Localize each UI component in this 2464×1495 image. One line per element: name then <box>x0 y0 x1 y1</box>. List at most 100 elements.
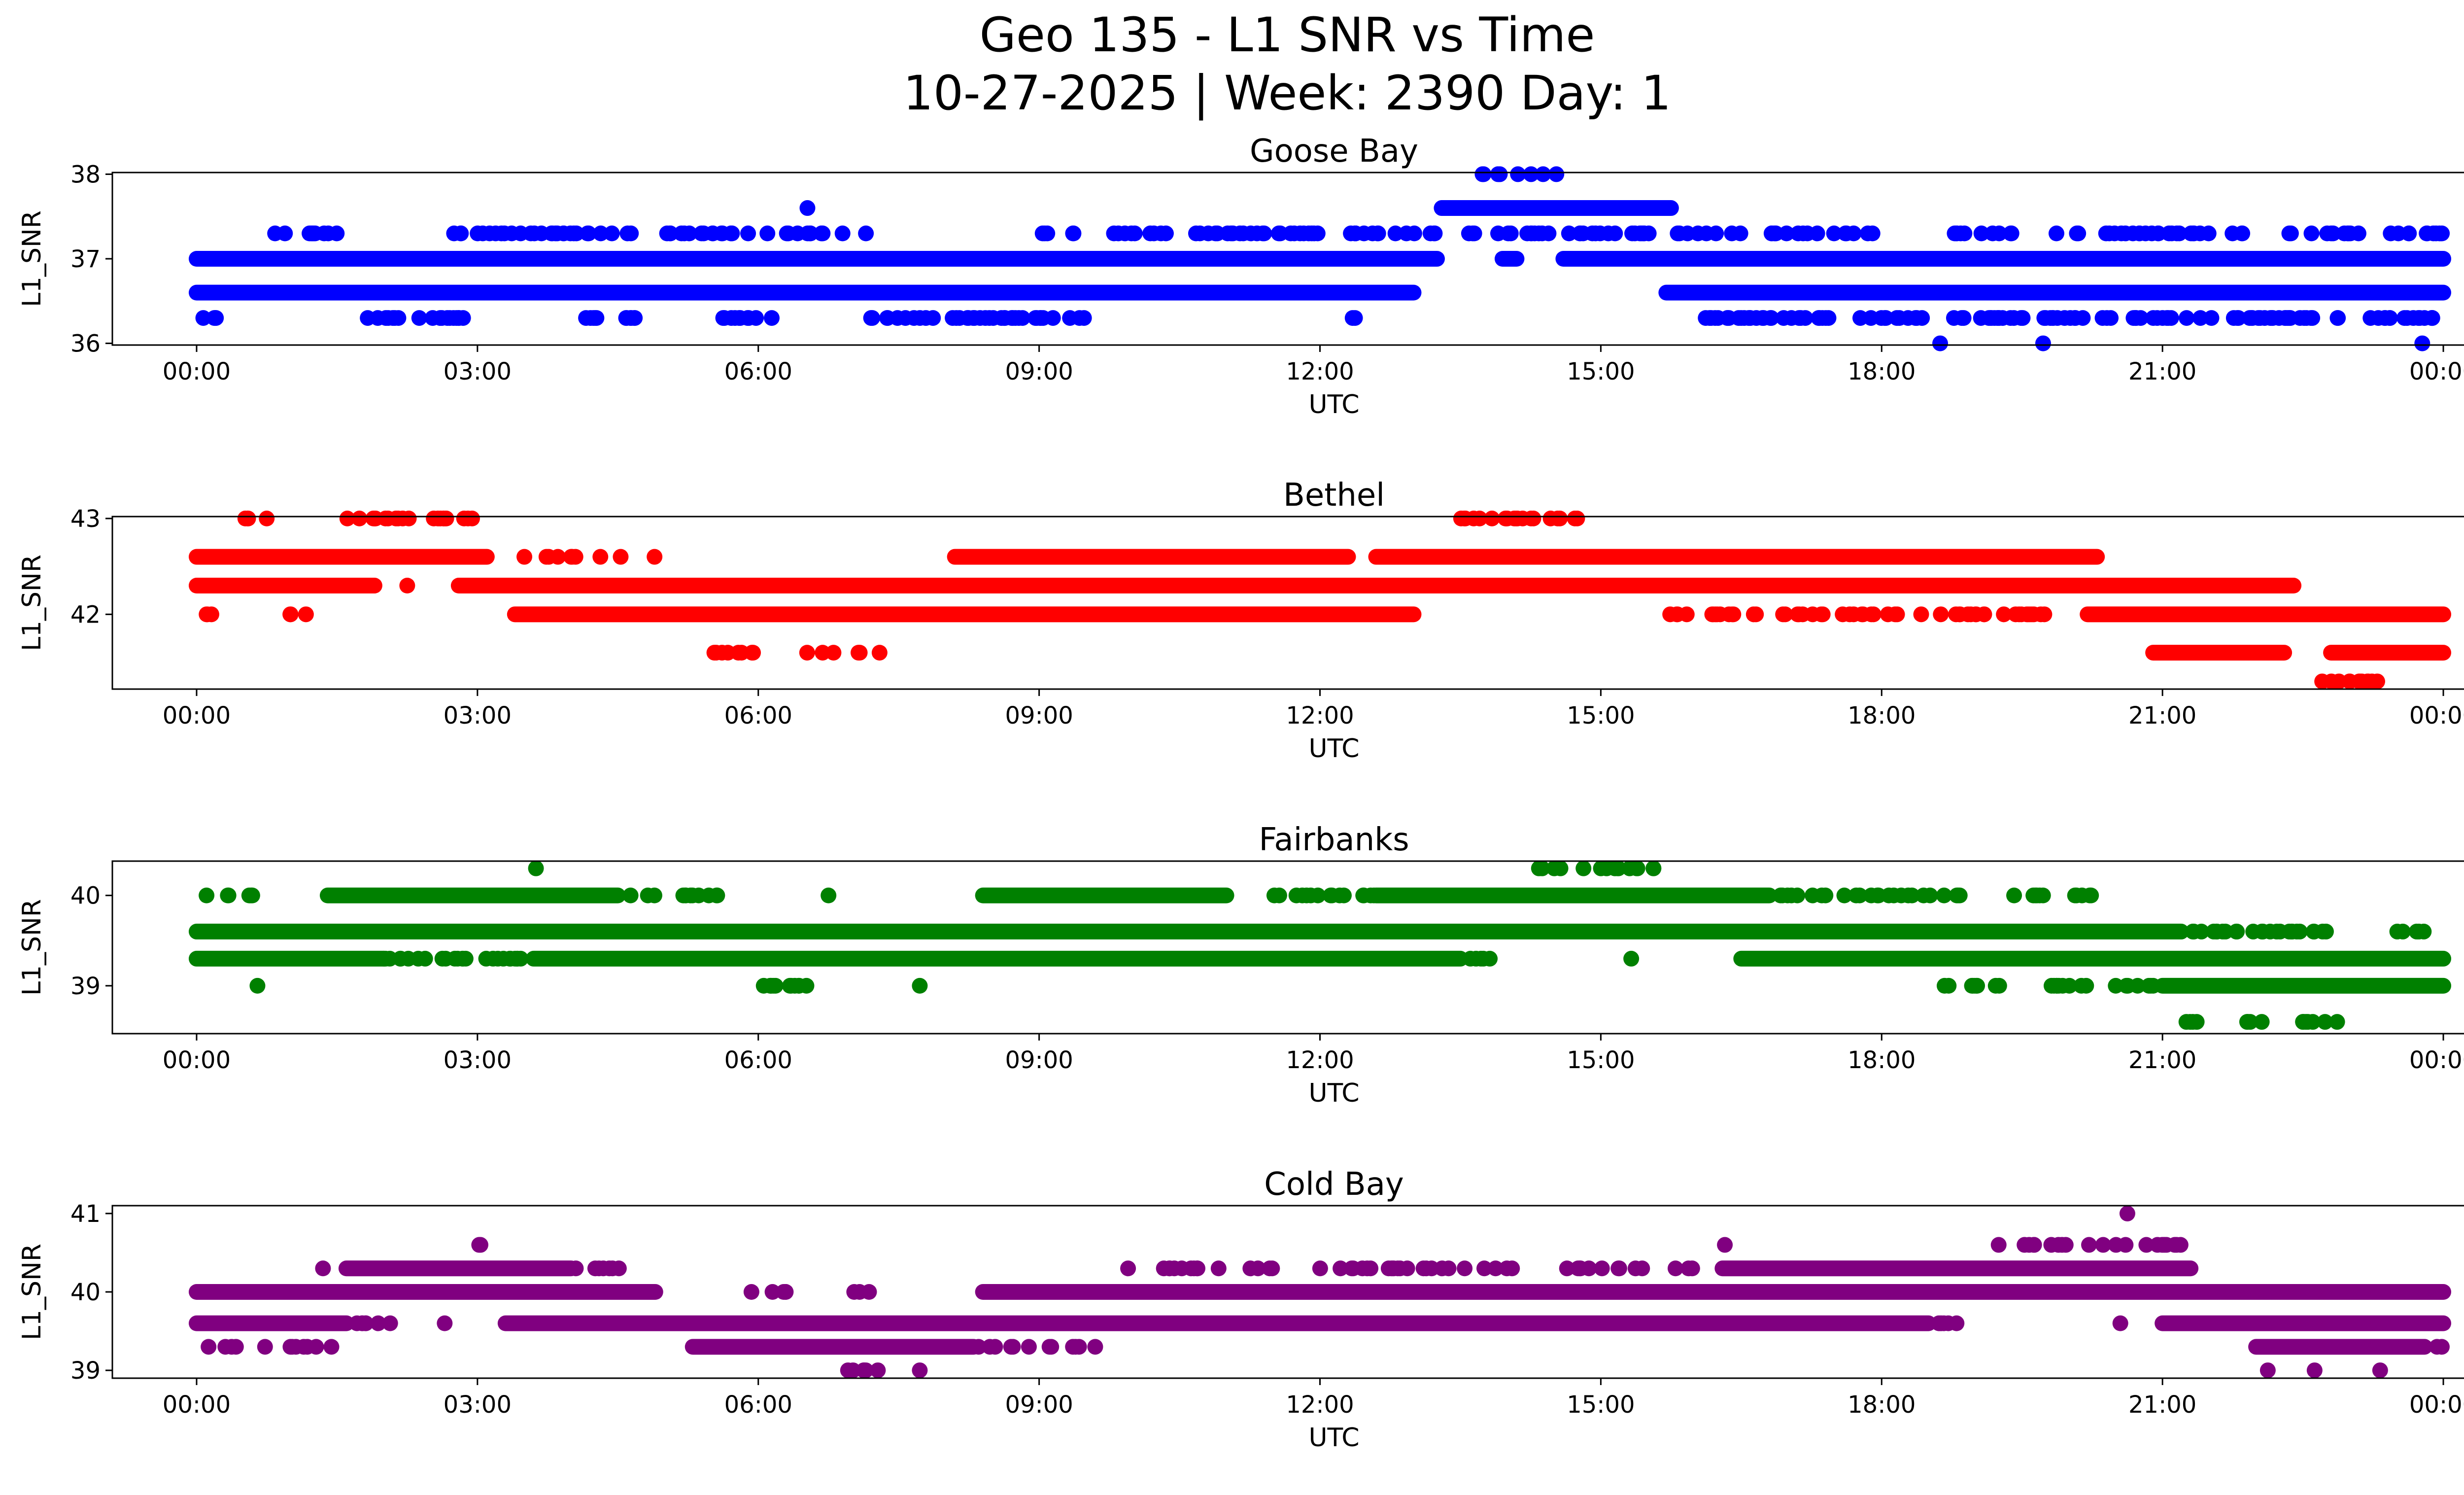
data-point <box>1863 310 1879 326</box>
y-axis: 39 40 41 L1_SNR <box>17 1200 112 1385</box>
data-point <box>1312 1260 1328 1277</box>
data-point <box>2035 887 2051 904</box>
data-point <box>563 549 580 565</box>
data-point <box>1256 225 1272 242</box>
data-point <box>257 1339 273 1355</box>
data-point <box>1717 1237 1733 1253</box>
data-point <box>2389 923 2405 939</box>
data-point <box>778 1284 794 1300</box>
data-point <box>864 310 880 326</box>
data-point <box>354 1315 371 1331</box>
subplot-fairbanks: Fairbanks 00:00 03:00 06:00 09:00 12:00 15:00 1… <box>17 822 2464 1108</box>
data-point <box>2245 923 2261 939</box>
y-tick-label: 38 <box>70 161 101 188</box>
data-point <box>1705 606 1721 623</box>
data-point <box>2254 1014 2270 1030</box>
data-point <box>1621 860 1638 876</box>
data-point <box>1034 225 1051 242</box>
data-point <box>2125 225 2141 242</box>
data-point <box>399 578 415 593</box>
subplot-cold-bay: Cold Bay 00:00 03:00 06:00 09:00 12:00 15:00 18… <box>17 1166 2464 1453</box>
data-point <box>693 225 710 242</box>
data-point <box>1742 310 1758 326</box>
data-point <box>2099 310 2115 326</box>
data-point <box>715 310 731 326</box>
data-point <box>2193 923 2210 939</box>
data-point <box>834 225 851 242</box>
data-point <box>502 950 518 967</box>
data-point <box>382 1315 398 1331</box>
data-point <box>759 225 776 242</box>
data-point <box>1908 310 1924 326</box>
data-point-band <box>947 549 1356 565</box>
data-point <box>555 225 572 242</box>
data-point <box>1990 1237 2007 1253</box>
data-point <box>2108 977 2124 994</box>
subplot-bethel: Bethel 00:00 03:00 06:00 09:00 12:00 15:00 18:0… <box>17 477 2464 764</box>
data-point <box>1457 1260 1473 1277</box>
data-point <box>2303 225 2320 242</box>
data-point <box>2228 923 2244 939</box>
data-point <box>516 549 533 565</box>
data-point <box>1065 1339 1081 1355</box>
data-point <box>852 645 868 661</box>
data-point <box>1783 887 1800 904</box>
data-point-band <box>1658 284 2452 301</box>
data-point <box>740 225 756 242</box>
data-point <box>2206 923 2222 939</box>
data-point <box>763 310 780 326</box>
data-point <box>2396 310 2413 326</box>
data-point <box>2315 923 2331 939</box>
data-point <box>1963 606 1979 623</box>
data-point <box>2252 310 2268 326</box>
data-point <box>1475 950 1491 967</box>
data-point-band <box>338 1260 579 1277</box>
data-point <box>622 310 639 326</box>
data-point <box>2112 1315 2128 1331</box>
data-point <box>1570 1260 1586 1277</box>
data-point <box>799 645 815 661</box>
data-point <box>2323 673 2339 690</box>
data-point <box>2239 1014 2255 1030</box>
data-point <box>2036 310 2053 326</box>
data-point-band <box>975 887 1234 904</box>
data-point <box>2192 310 2209 326</box>
y-tick-label: 36 <box>70 330 101 358</box>
data-point <box>2414 335 2430 351</box>
data-point <box>390 310 407 326</box>
data-point <box>1575 860 1592 876</box>
data-point <box>1641 225 1657 242</box>
data-point <box>1951 887 1968 904</box>
data-point <box>195 310 211 326</box>
data-points <box>188 1205 2452 1379</box>
data-point <box>1777 606 1793 623</box>
data-point <box>1745 606 1762 623</box>
data-point <box>982 1339 998 1355</box>
data-point <box>206 310 223 326</box>
x-tick-label: 12:00 <box>1286 358 1354 385</box>
data-point <box>1813 606 1829 623</box>
data-point <box>912 310 928 326</box>
data-point <box>568 1260 584 1277</box>
data-point <box>1763 225 1780 242</box>
data-point <box>2259 1362 2276 1379</box>
x-tick-label: 21:00 <box>2128 1046 2196 1074</box>
data-point <box>592 549 609 565</box>
data-point <box>2283 923 2299 939</box>
data-point <box>970 1339 987 1355</box>
data-point <box>764 1284 781 1300</box>
subplot-goose-bay: Goose Bay 00:00 03:00 06:00 09:00 12:00 15:00 1… <box>17 133 2464 419</box>
data-points <box>188 510 2452 690</box>
x-tick-label: 03:00 <box>444 1391 512 1419</box>
data-point <box>684 887 701 904</box>
data-point <box>1309 225 1326 242</box>
x-tick-label: 09:00 <box>1005 702 1073 730</box>
data-point <box>1523 166 1539 182</box>
data-point-band <box>2155 977 2452 994</box>
data-point-band <box>188 1315 354 1331</box>
data-point-band <box>525 950 1469 967</box>
data-point-band <box>1555 251 2452 267</box>
data-point <box>2143 977 2159 994</box>
data-point <box>802 225 818 242</box>
x-axis-label: UTC <box>1308 1078 1359 1108</box>
